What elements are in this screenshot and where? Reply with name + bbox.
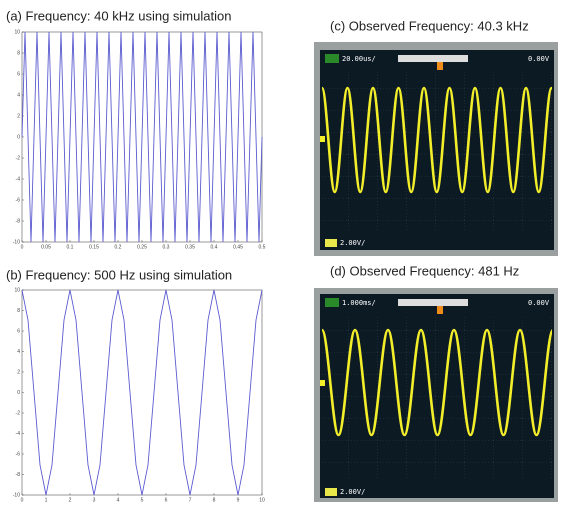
y-tick-label: 2 <box>17 369 20 375</box>
x-tick-label: 10 <box>259 497 265 503</box>
trigger-marker <box>437 306 443 314</box>
waveform <box>322 316 552 478</box>
y-tick-label: -8 <box>16 218 21 224</box>
channel-badge <box>325 488 337 496</box>
trigger-bar <box>398 55 468 62</box>
x-tick-label: 0.2 <box>115 244 122 250</box>
chart-title: (b) Frequency: 500 Hz using simulation <box>6 267 232 282</box>
y-tick-label: 6 <box>17 328 20 334</box>
x-tick-label: 0.4 <box>211 244 218 250</box>
channel-badge <box>325 54 339 63</box>
x-tick-label: 4 <box>117 497 120 503</box>
y-tick-label: 0 <box>17 134 20 140</box>
trigger-marker <box>437 62 443 70</box>
line <box>21 31 263 243</box>
x-tick-label: 0.3 <box>163 244 170 250</box>
x-tick-label: 0.05 <box>41 244 51 250</box>
y-tick-label: 10 <box>14 29 20 35</box>
trigger-bar <box>398 299 468 306</box>
x-tick-label: 9 <box>237 497 240 503</box>
photo-caption: (c) Observed Frequency: 40.3 kHz <box>330 18 529 33</box>
y-tick-label: -4 <box>16 176 21 182</box>
y-tick-label: -10 <box>13 492 20 498</box>
x-tick-label: 7 <box>189 497 192 503</box>
x-tick-label: 0.25 <box>137 244 147 250</box>
y-tick-label: 4 <box>17 92 20 98</box>
y-tick-label: 2 <box>17 113 20 119</box>
y-tick-label: -10 <box>13 239 20 245</box>
y-tick-label: -2 <box>16 155 21 161</box>
timebase: 20.00us/ <box>342 55 376 63</box>
x-tick-label: 0.1 <box>67 244 74 250</box>
ground-marker <box>320 380 325 386</box>
x-tick-label: 0.5 <box>259 244 266 250</box>
volts-div: 2.00V/ <box>340 239 365 247</box>
photo-caption: (d) Observed Frequency: 481 Hz <box>330 263 519 278</box>
volts-div: 2.00V/ <box>340 488 365 496</box>
x-tick-label: 1 <box>45 497 48 503</box>
x-tick-label: 0 <box>21 497 24 503</box>
x-tick-label: 8 <box>213 497 216 503</box>
y-tick-label: -8 <box>16 472 21 478</box>
x-tick-label: 0.45 <box>233 244 243 250</box>
line <box>21 289 263 496</box>
timebase: 1.000ms/ <box>342 299 376 307</box>
y-tick-label: 6 <box>17 71 20 77</box>
offset: 0.00V <box>528 55 550 63</box>
y-tick-label: -6 <box>16 197 21 203</box>
x-tick-label: 0 <box>21 244 24 250</box>
x-tick-label: 2 <box>69 497 72 503</box>
x-tick-label: 0.35 <box>185 244 195 250</box>
x-tick-label: 0.15 <box>89 244 99 250</box>
ground-marker <box>320 136 325 142</box>
oscilloscope-photo: 1.000ms/ 0.00V 2.00V/ <box>314 288 558 502</box>
y-tick-label: 4 <box>17 349 20 355</box>
y-tick-label: 8 <box>17 308 20 314</box>
y-tick-label: 10 <box>14 287 20 293</box>
y-tick-label: -2 <box>16 410 21 416</box>
channel-badge <box>325 298 339 307</box>
x-tick-label: 6 <box>165 497 168 503</box>
y-tick-label: 0 <box>17 390 20 396</box>
channel-badge <box>325 239 337 247</box>
waveform <box>322 72 552 232</box>
y-tick-label: -4 <box>16 431 21 437</box>
chart-title: (a) Frequency: 40 kHz using simulation <box>6 8 231 23</box>
offset: 0.00V <box>528 299 550 307</box>
x-tick-label: 3 <box>93 497 96 503</box>
y-tick-label: -6 <box>16 451 21 457</box>
y-tick-label: 8 <box>17 50 20 56</box>
x-tick-label: 5 <box>141 497 144 503</box>
oscilloscope-photo: 20.00us/ 0.00V 2.00V/ <box>314 42 558 256</box>
